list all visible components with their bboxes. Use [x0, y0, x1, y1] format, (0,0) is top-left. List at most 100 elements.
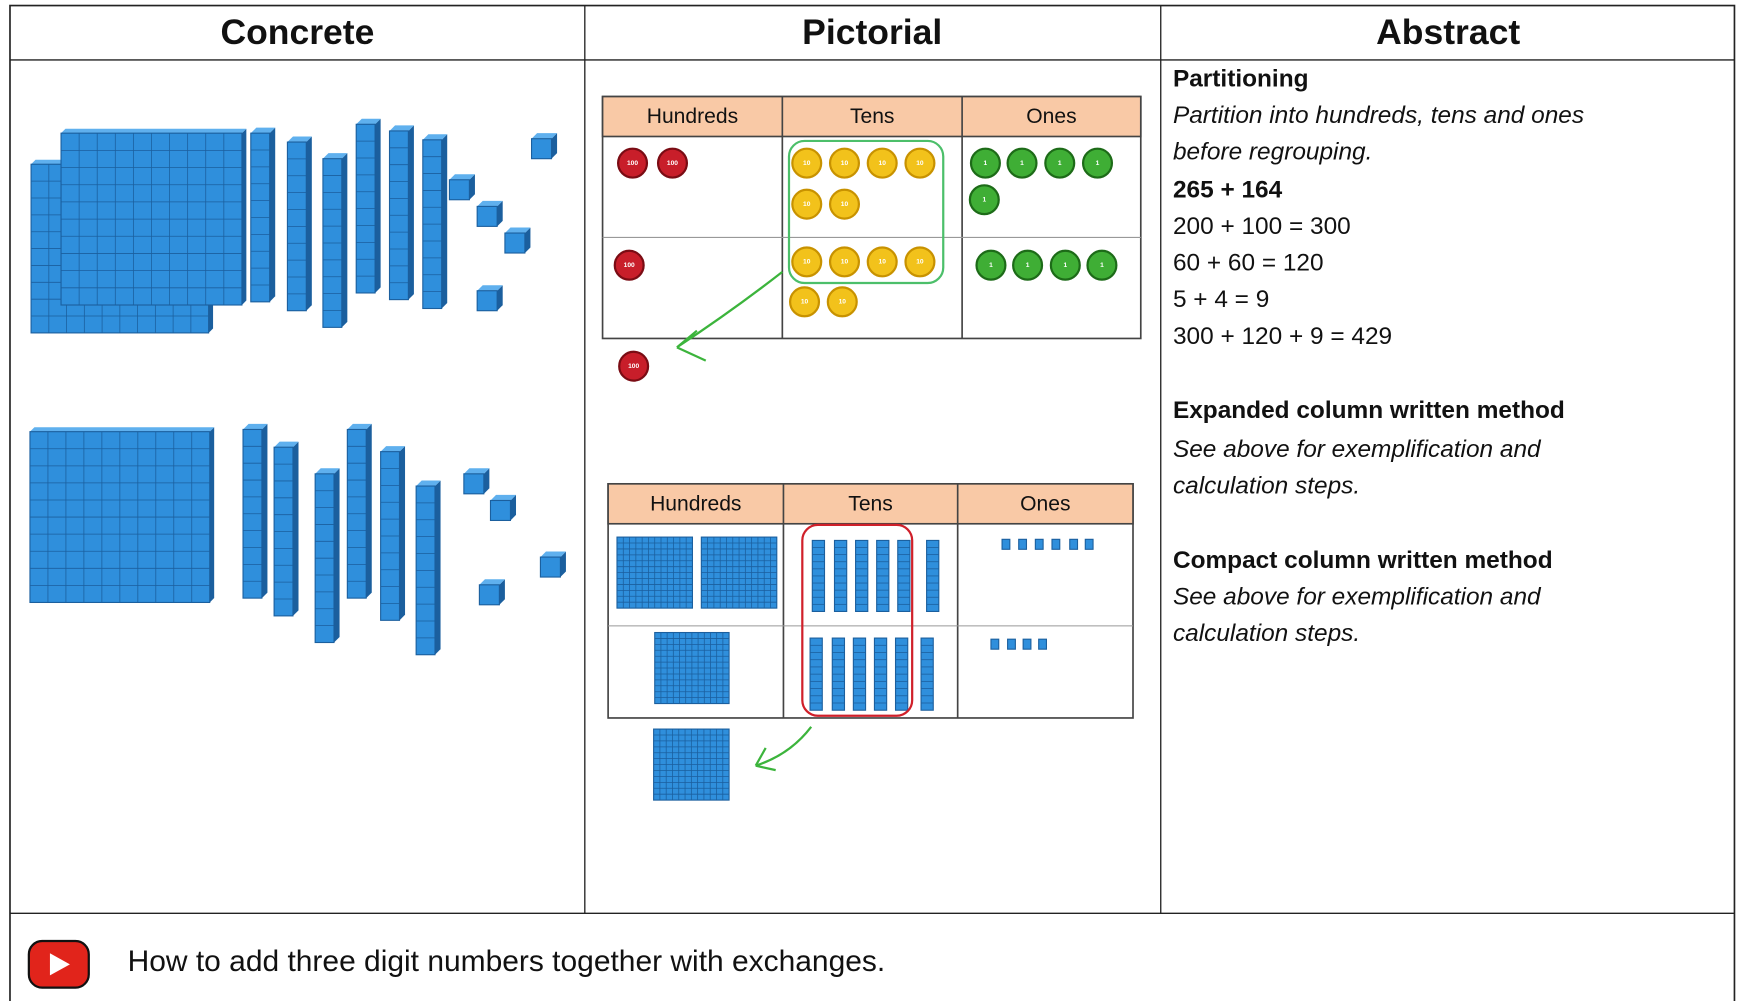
block-top: [380, 446, 406, 452]
counter: [1081, 147, 1114, 179]
block-side: [551, 133, 558, 159]
place-value-header: Tens: [850, 105, 895, 128]
unit-cube: [1069, 538, 1079, 550]
block-top: [356, 118, 381, 125]
block-face: [476, 290, 498, 312]
place-value-header: Hundreds: [650, 492, 741, 515]
block-side: [483, 468, 490, 494]
block-side: [524, 227, 531, 254]
unit-cube: [1051, 538, 1061, 550]
block-side: [497, 200, 503, 227]
block-top: [29, 427, 215, 432]
counter: [969, 147, 1001, 179]
block-top: [315, 468, 340, 474]
block-side: [560, 551, 566, 578]
counter: [1049, 249, 1081, 281]
abstract-line: 265 + 164: [1173, 176, 1283, 203]
place-value-header: Ones: [1020, 492, 1070, 515]
abstract-line: 200 + 100 = 300: [1173, 213, 1351, 240]
block-face: [448, 179, 470, 201]
counter: [828, 246, 861, 278]
video-link-text[interactable]: How to add three digit numbers together …: [128, 945, 886, 978]
abstract-line: See above for exemplification and: [1173, 436, 1542, 463]
counter-label: 10: [839, 299, 847, 306]
counter-label: 10: [916, 259, 924, 266]
abstract-line: Partition into hundreds, tens and ones: [1173, 102, 1584, 129]
unit-cube: [990, 638, 1000, 650]
block-top: [540, 551, 566, 558]
counter-label: 10: [916, 160, 924, 167]
block-side: [375, 118, 381, 293]
block-side: [469, 174, 475, 200]
block-top: [322, 153, 348, 159]
place-value-header: Ones: [1026, 105, 1076, 128]
block-top: [479, 579, 505, 585]
abstract-line: 60 + 60 = 120: [1173, 250, 1324, 277]
counter: [791, 147, 823, 179]
counter: [975, 249, 1007, 281]
block-side: [366, 423, 372, 599]
counter: [656, 147, 689, 179]
video-link[interactable]: How to add three digit numbers together …: [27, 939, 886, 989]
place-value-header: Hundreds: [647, 105, 738, 128]
counter-label: 100: [667, 160, 678, 167]
block-top: [531, 133, 558, 139]
counter: [866, 147, 898, 179]
counter: [788, 286, 821, 318]
counter-label: 10: [879, 259, 887, 266]
counter-label: 10: [803, 201, 811, 208]
block-top: [287, 136, 312, 143]
counter: [828, 147, 861, 179]
block-top: [416, 480, 441, 487]
unit-cube: [1084, 538, 1094, 550]
abstract-line: Compact column written method: [1173, 547, 1553, 574]
counter: [791, 188, 823, 220]
block-top: [504, 227, 531, 234]
counter: [866, 246, 898, 278]
abstract-line: calculation steps.: [1173, 473, 1360, 500]
counter: [904, 246, 936, 278]
block-top: [422, 134, 448, 140]
counter-label: 1: [984, 160, 988, 167]
block-side: [334, 468, 340, 643]
block-side: [261, 423, 268, 599]
counter-label: 1: [1100, 262, 1104, 269]
block-side: [269, 127, 276, 302]
block-side: [435, 480, 441, 655]
block-side: [441, 134, 448, 309]
counter-label: 1: [1026, 262, 1030, 269]
column-header: Abstract: [1376, 12, 1520, 52]
block-face: [504, 232, 526, 254]
block-top: [490, 494, 517, 501]
abstract-line: calculation steps.: [1173, 620, 1360, 647]
block-side: [497, 285, 503, 311]
block-top: [250, 127, 276, 134]
counter: [1044, 147, 1076, 179]
counter-label: 10: [841, 201, 849, 208]
counter-label: 10: [803, 160, 811, 167]
block-side: [306, 136, 312, 311]
counter-label: 10: [841, 259, 849, 266]
counter-label: 1: [1020, 160, 1024, 167]
counter-label: 10: [803, 259, 811, 266]
counter-label: 1: [989, 262, 993, 269]
table-header: [601, 95, 1142, 138]
table-header: [607, 482, 1134, 525]
counter-label: 10: [841, 160, 849, 167]
unit-cube: [1018, 538, 1028, 550]
block-side: [408, 125, 414, 300]
block-face: [476, 205, 498, 227]
block-top: [389, 125, 414, 131]
counter-label: 10: [879, 160, 887, 167]
counter: [904, 147, 936, 179]
block-side: [399, 446, 406, 621]
block-top: [274, 441, 299, 448]
counter-label: 100: [624, 262, 635, 269]
counter: [616, 147, 649, 179]
block-top: [477, 285, 503, 291]
unit-cube: [1001, 538, 1011, 550]
outer-border: [9, 4, 1736, 1001]
counter: [828, 188, 861, 220]
